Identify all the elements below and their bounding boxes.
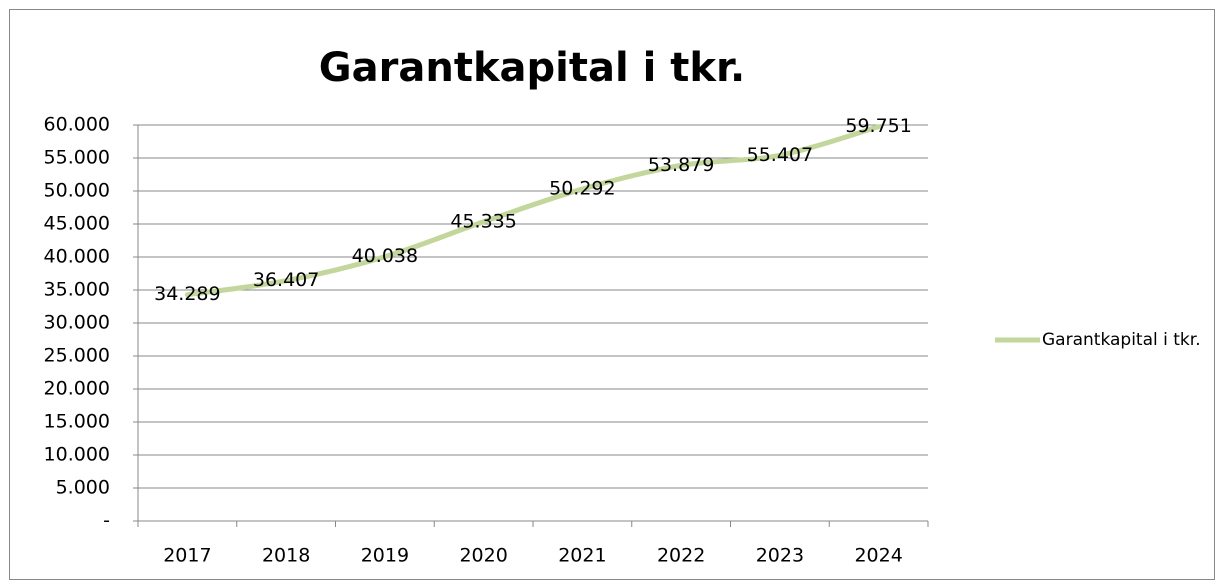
legend-label: Garantkapital i tkr. [1042,330,1201,350]
data-label: 59.751 [845,115,911,137]
data-label: 50.292 [549,178,615,200]
data-label: 55.407 [747,144,813,166]
y-tick-label: 45.000 [44,213,110,235]
y-tick-label: - [103,510,110,532]
y-tick-label: 35.000 [44,279,110,301]
x-tick-label: 2022 [657,545,705,567]
y-tick-label: 40.000 [44,246,110,268]
y-tick-label: 10.000 [44,444,110,466]
y-tick-label: 50.000 [44,180,110,202]
x-tick-label: 2018 [262,545,310,567]
y-tick-label: 20.000 [44,378,110,400]
y-tick-label: 60.000 [44,114,110,136]
x-tick-label: 2017 [163,545,211,567]
x-tick-label: 2023 [756,545,804,567]
y-tick-label: 5.000 [56,477,110,499]
data-label: 53.879 [648,154,714,176]
y-tick-label: 25.000 [44,345,110,367]
x-tick-label: 2020 [459,545,507,567]
data-label: 45.335 [450,210,516,232]
x-tick-label: 2019 [361,545,409,567]
data-label: 40.038 [352,245,418,267]
chart-title: Garantkapital i tkr. [319,45,745,91]
y-tick-label: 55.000 [44,147,110,169]
y-tick-label: 30.000 [44,312,110,334]
x-tick-label: 2021 [558,545,606,567]
data-label: 34.289 [154,283,220,305]
y-tick-label: 15.000 [44,411,110,433]
data-label: 36.407 [253,269,319,291]
chart-border [9,9,1215,580]
x-tick-label: 2024 [854,545,902,567]
data-line [184,124,882,298]
